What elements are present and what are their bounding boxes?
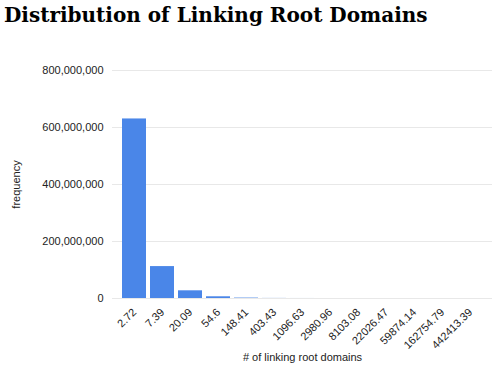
svg-text:20.09: 20.09	[166, 306, 194, 334]
svg-text:22026.47: 22026.47	[349, 305, 391, 347]
svg-text:0: 0	[97, 292, 103, 304]
svg-text:600,000,000: 600,000,000	[42, 121, 103, 133]
svg-text:162754.79: 162754.79	[401, 305, 447, 351]
svg-text:442413.39: 442413.39	[429, 306, 474, 351]
svg-text:148.41: 148.41	[218, 306, 250, 338]
svg-text:403.43: 403.43	[246, 305, 279, 338]
svg-text:8103.08: 8103.08	[325, 305, 363, 343]
svg-text:frequency: frequency	[10, 160, 22, 209]
svg-text:200,000,000: 200,000,000	[42, 235, 103, 247]
svg-text:2.72: 2.72	[115, 306, 139, 330]
svg-text:# of linking root domains: # of linking root domains	[243, 351, 363, 363]
svg-text:7.39: 7.39	[143, 306, 167, 330]
svg-text:400,000,000: 400,000,000	[42, 178, 103, 190]
html-text:Distribution of Linking Root D: Distribution of Linking Root Domains	[4, 3, 428, 27]
svg-text:800,000,000: 800,000,000	[42, 64, 103, 76]
svg-text:2980.96: 2980.96	[297, 305, 335, 343]
svg-text:54.6: 54.6	[199, 306, 223, 330]
svg-text:1096.63: 1096.63	[269, 305, 307, 343]
svg-text:59874.14: 59874.14	[377, 305, 419, 347]
